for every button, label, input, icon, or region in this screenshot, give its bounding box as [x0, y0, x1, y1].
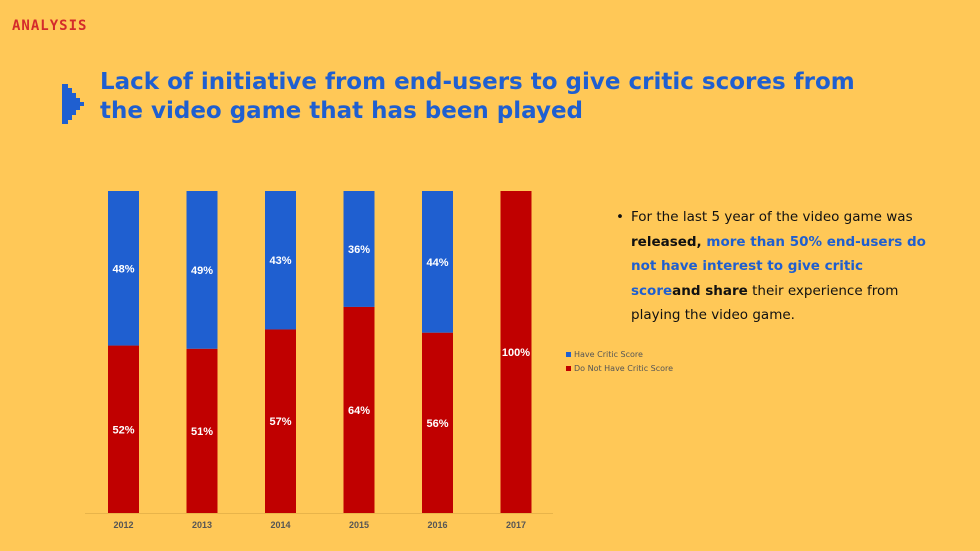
insight-text: For the last 5 year of the video game wa… — [616, 205, 936, 328]
bullet-marker: • — [616, 209, 624, 225]
data-label-not-have-2016: 56% — [426, 418, 448, 430]
bar-have-2016 — [422, 191, 453, 333]
data-label-have-2016: 44% — [426, 257, 448, 269]
page-title-line1: Lack of initiative from end-users to giv… — [100, 69, 855, 95]
insight-text-highlight: more than 50% end-users do not have inte… — [631, 233, 926, 299]
bar-not-have-2014 — [265, 329, 296, 513]
data-label-have-2013: 49% — [191, 265, 213, 277]
bar-not-have-2016 — [422, 332, 453, 513]
bar-have-2013 — [186, 191, 218, 349]
insight-text-released: released, — [631, 233, 707, 250]
page-title-line2: the video game that has been played — [100, 98, 584, 124]
data-label-not-have-2012: 52% — [112, 424, 134, 436]
bar-not-have-2015 — [343, 306, 375, 513]
data-label-not-have-2017: 100% — [502, 347, 530, 359]
bar-have-2014 — [265, 191, 296, 330]
data-label-have-2012: 48% — [112, 263, 134, 275]
data-label-have-2015: 36% — [348, 244, 370, 256]
x-tick-label-2017: 2017 — [506, 520, 526, 530]
legend-swatch-have-critic-score — [566, 351, 571, 357]
data-label-not-have-2014: 57% — [269, 416, 291, 428]
x-tick-label-2016: 2016 — [427, 520, 447, 530]
legend-label-have-critic-score: Have Critic Score — [574, 349, 643, 359]
section-label: ANALYSIS — [12, 18, 88, 34]
insight-bullet: • For the last 5 year of the video game … — [616, 205, 936, 328]
x-tick-label-2015: 2015 — [349, 520, 369, 530]
insight-text-part5: their experience from playing the video … — [631, 282, 899, 324]
stacked-bar-chart: 52% 48% 2012 51% 49% 2013 57% 43% 2014 64% 36% 2015… — [85, 191, 553, 530]
legend-swatch-do-not-have-critic-score — [566, 365, 571, 371]
x-tick-label-2013: 2013 — [192, 520, 212, 530]
x-tick-label-2014: 2014 — [270, 520, 290, 530]
bar-not-have-2017 — [500, 191, 532, 513]
bar-have-2015 — [343, 191, 375, 307]
legend-item-have-critic-score: Have Critic Score — [566, 347, 673, 361]
bar-have-2012 — [108, 191, 139, 346]
page-title: Lack of initiative from end-users to giv… — [100, 68, 860, 126]
play-arrow-icon — [62, 84, 84, 124]
chart-legend: Have Critic Score Do Not Have Critic Sco… — [566, 347, 673, 375]
data-label-have-2014: 43% — [269, 255, 291, 267]
legend-item-do-not-have-critic-score: Do Not Have Critic Score — [566, 361, 673, 375]
bar-not-have-2013 — [186, 348, 218, 513]
insight-text-part1: For the last 5 year of the video game wa… — [631, 209, 913, 225]
data-label-not-have-2013: 51% — [191, 426, 213, 438]
x-tick-label-2012: 2012 — [113, 520, 133, 530]
insight-text-and-share: and share — [672, 282, 748, 299]
legend-label-do-not-have-critic-score: Do Not Have Critic Score — [574, 363, 674, 373]
bar-not-have-2012 — [108, 345, 139, 513]
data-label-not-have-2015: 64% — [348, 405, 370, 417]
